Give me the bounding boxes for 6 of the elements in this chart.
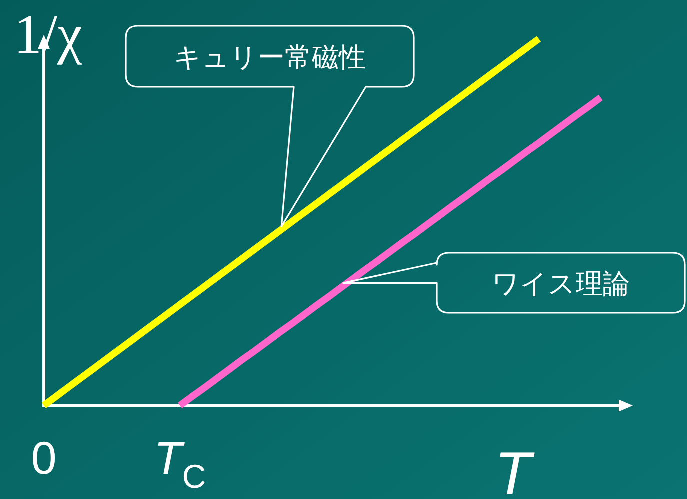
text: キュリー常磁性	[174, 42, 366, 74]
y-axis-title: 1/χ	[14, 4, 83, 66]
x-axis-title: T	[494, 440, 536, 499]
text: ワイス理論	[492, 269, 630, 300]
x-tick-label: T$_{C}$	[154, 432, 206, 496]
x-tick-label: 0	[31, 432, 57, 484]
